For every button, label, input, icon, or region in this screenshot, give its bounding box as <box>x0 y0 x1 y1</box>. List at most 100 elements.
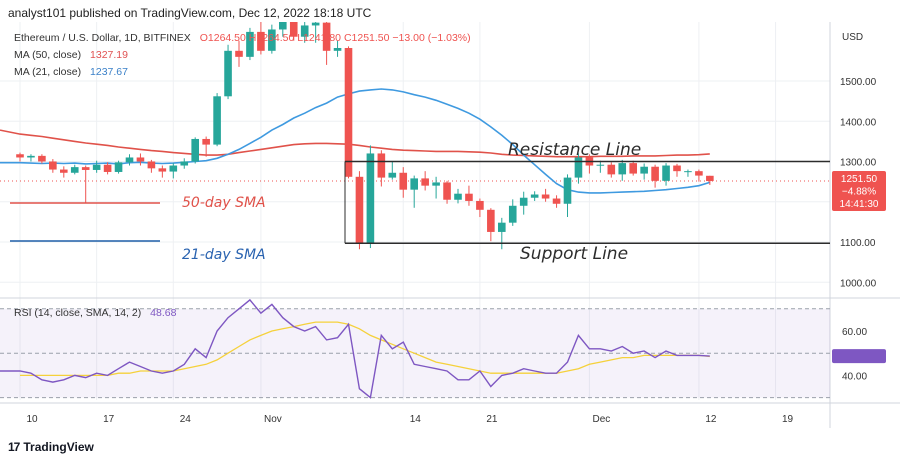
tradingview-logo-icon: 17 <box>8 440 20 454</box>
candle <box>27 154 35 162</box>
candle <box>377 150 386 187</box>
candle <box>552 195 561 208</box>
candle <box>662 163 670 186</box>
candle <box>60 166 68 178</box>
candle <box>574 153 583 184</box>
symbol-name: Ethereum / U.S. Dollar, 1D, BITFINEX <box>14 32 191 44</box>
candle <box>695 169 703 182</box>
candle-body <box>519 197 528 206</box>
candle <box>16 152 24 162</box>
candle-body <box>322 22 331 51</box>
ma50-legend: MA (50, close) 1327.19 <box>14 49 128 61</box>
candlestick-series <box>16 22 714 250</box>
candle-body <box>92 164 101 170</box>
candle <box>706 175 714 185</box>
candle-body <box>268 29 276 51</box>
candle-body <box>235 50 243 57</box>
candle <box>289 22 298 41</box>
candle <box>508 199 517 226</box>
candle <box>322 22 331 65</box>
candle <box>213 93 221 147</box>
candle <box>530 191 539 201</box>
candle <box>563 174 572 218</box>
candle <box>268 24 276 54</box>
symbol-legend: Ethereum / U.S. Dollar, 1D, BITFINEX O12… <box>14 32 471 44</box>
candle-body <box>202 138 210 145</box>
candle <box>125 154 134 166</box>
candle-body <box>333 47 342 51</box>
candle-body <box>530 194 539 198</box>
price-tick-label: 1100.00 <box>840 238 876 249</box>
candle-body <box>629 163 637 174</box>
candle-body <box>16 154 24 158</box>
ma50-value: 1327.19 <box>90 49 128 61</box>
candle <box>246 27 254 61</box>
candle <box>114 160 123 174</box>
time-tick-label: 12 <box>705 414 717 425</box>
candle-body <box>311 22 320 26</box>
candle <box>103 162 112 175</box>
candle-body <box>213 96 221 145</box>
candle <box>410 175 418 208</box>
candle <box>300 22 309 43</box>
candle-body <box>498 222 506 232</box>
candle-body <box>103 164 112 172</box>
candle-body <box>70 167 79 173</box>
candle-body <box>246 31 254 57</box>
candle <box>487 208 495 242</box>
candle-body <box>49 161 57 170</box>
candle <box>432 176 440 199</box>
candle-body <box>508 205 517 223</box>
candle-body <box>651 166 659 181</box>
candle-body <box>136 157 145 162</box>
price-tick-label: 1400.00 <box>840 117 877 128</box>
price-tag <box>832 171 886 212</box>
candle-body <box>38 155 46 162</box>
candle-body <box>541 194 550 199</box>
candle <box>498 217 506 250</box>
candle-body <box>673 165 681 172</box>
sma21-label: 21-day SMA <box>182 247 266 263</box>
time-tick-label: 10 <box>26 414 38 425</box>
price-tag-change: −4.88% <box>842 187 876 198</box>
candle <box>673 163 681 177</box>
candle <box>70 164 79 175</box>
price-chart[interactable]: Resistance Line Support Line 50-day SMA 21-… <box>0 22 900 434</box>
candle <box>651 164 659 188</box>
moving-average-lines <box>0 88 711 194</box>
candle-body <box>443 182 451 200</box>
candle-body <box>81 167 90 170</box>
candle <box>257 22 265 55</box>
candle <box>607 162 616 178</box>
candle <box>191 137 199 164</box>
candle-body <box>662 165 670 181</box>
candle <box>684 169 692 177</box>
candle-body <box>465 193 473 201</box>
ma21-label: MA (21, close) <box>14 66 82 78</box>
publisher-header: analyst101 published on TradingView.com,… <box>8 6 372 20</box>
candle-body <box>618 163 627 175</box>
candle-body <box>706 175 714 182</box>
candle-body <box>410 178 418 190</box>
tradingview-brand[interactable]: 17 TradingView <box>8 440 94 454</box>
candle <box>618 159 627 181</box>
candle <box>333 40 342 57</box>
candle <box>92 160 101 173</box>
candle-body <box>300 25 309 37</box>
candle-body <box>180 161 189 166</box>
candle-body <box>27 155 35 158</box>
time-axis: 10 17 24 Nov 14 21 Dec 12 19 <box>26 414 793 425</box>
candle <box>366 145 375 249</box>
time-tick-label: 14 <box>410 414 422 425</box>
candle <box>355 171 364 250</box>
candle <box>311 22 320 43</box>
candle-body <box>552 198 561 204</box>
candle-body <box>114 162 123 172</box>
candle-body <box>399 172 408 190</box>
candle <box>38 154 46 164</box>
candle <box>180 158 189 169</box>
candle-body <box>224 50 232 97</box>
candle <box>344 46 353 179</box>
axis-currency: USD <box>842 32 863 43</box>
ma21-legend: MA (21, close) 1237.67 <box>14 66 128 78</box>
